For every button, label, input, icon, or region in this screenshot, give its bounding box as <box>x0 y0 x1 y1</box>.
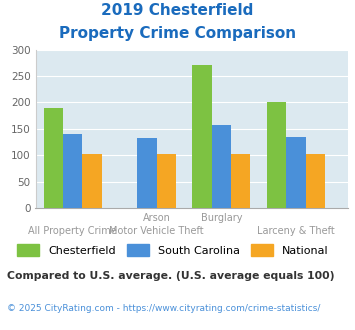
Text: All Property Crime: All Property Crime <box>28 226 117 236</box>
Text: Motor Vehicle Theft: Motor Vehicle Theft <box>109 226 204 236</box>
Text: Larceny & Theft: Larceny & Theft <box>257 226 335 236</box>
Text: Arson: Arson <box>143 213 171 223</box>
Bar <box>267 102 286 208</box>
Text: Compared to U.S. average. (U.S. average equals 100): Compared to U.S. average. (U.S. average … <box>7 271 335 280</box>
Bar <box>192 65 212 208</box>
Text: © 2025 CityRating.com - https://www.cityrating.com/crime-statistics/: © 2025 CityRating.com - https://www.city… <box>7 304 321 313</box>
Bar <box>212 125 231 208</box>
Text: Property Crime Comparison: Property Crime Comparison <box>59 26 296 41</box>
Bar <box>82 154 102 208</box>
Text: 2019 Chesterfield: 2019 Chesterfield <box>101 3 254 18</box>
Bar <box>286 137 306 208</box>
Text: Burglary: Burglary <box>201 213 242 223</box>
Bar <box>63 134 82 208</box>
Legend: Chesterfield, South Carolina, National: Chesterfield, South Carolina, National <box>13 240 333 260</box>
Bar <box>231 154 251 208</box>
Bar <box>157 154 176 208</box>
Bar <box>44 108 63 208</box>
Bar <box>306 154 325 208</box>
Bar <box>137 138 157 208</box>
